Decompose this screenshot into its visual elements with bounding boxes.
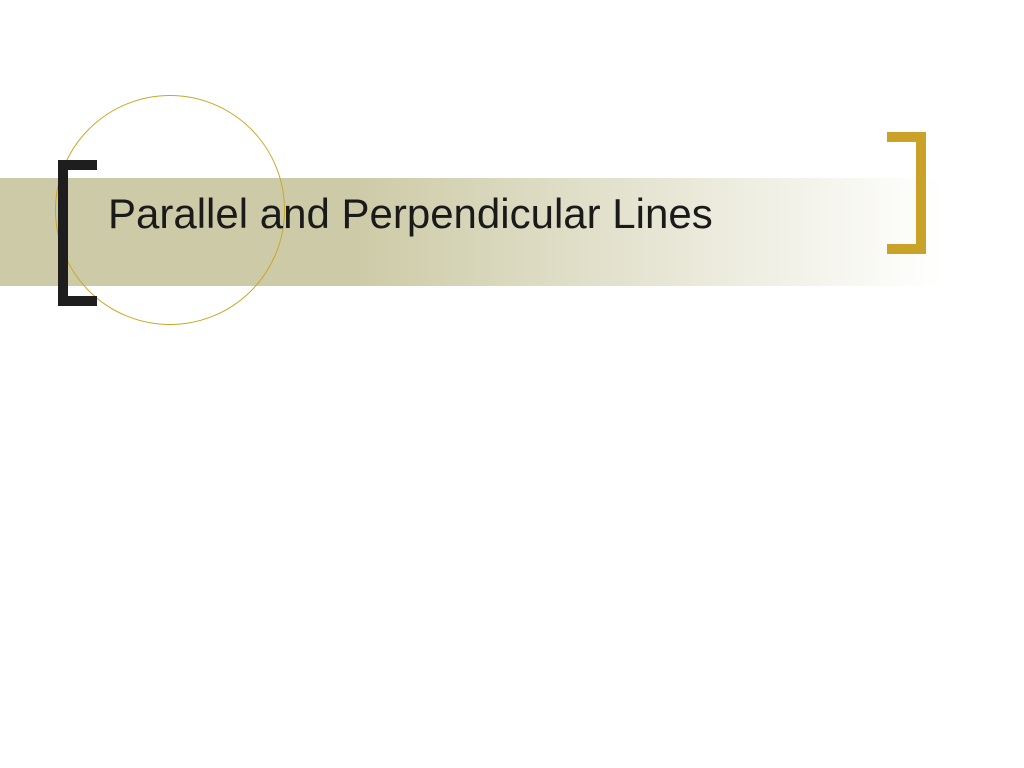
slide: Parallel and Perpendicular Lines [0, 0, 1024, 768]
slide-title: Parallel and Perpendicular Lines [108, 188, 728, 241]
right-bracket-icon [882, 132, 926, 254]
left-bracket-icon [58, 160, 102, 306]
